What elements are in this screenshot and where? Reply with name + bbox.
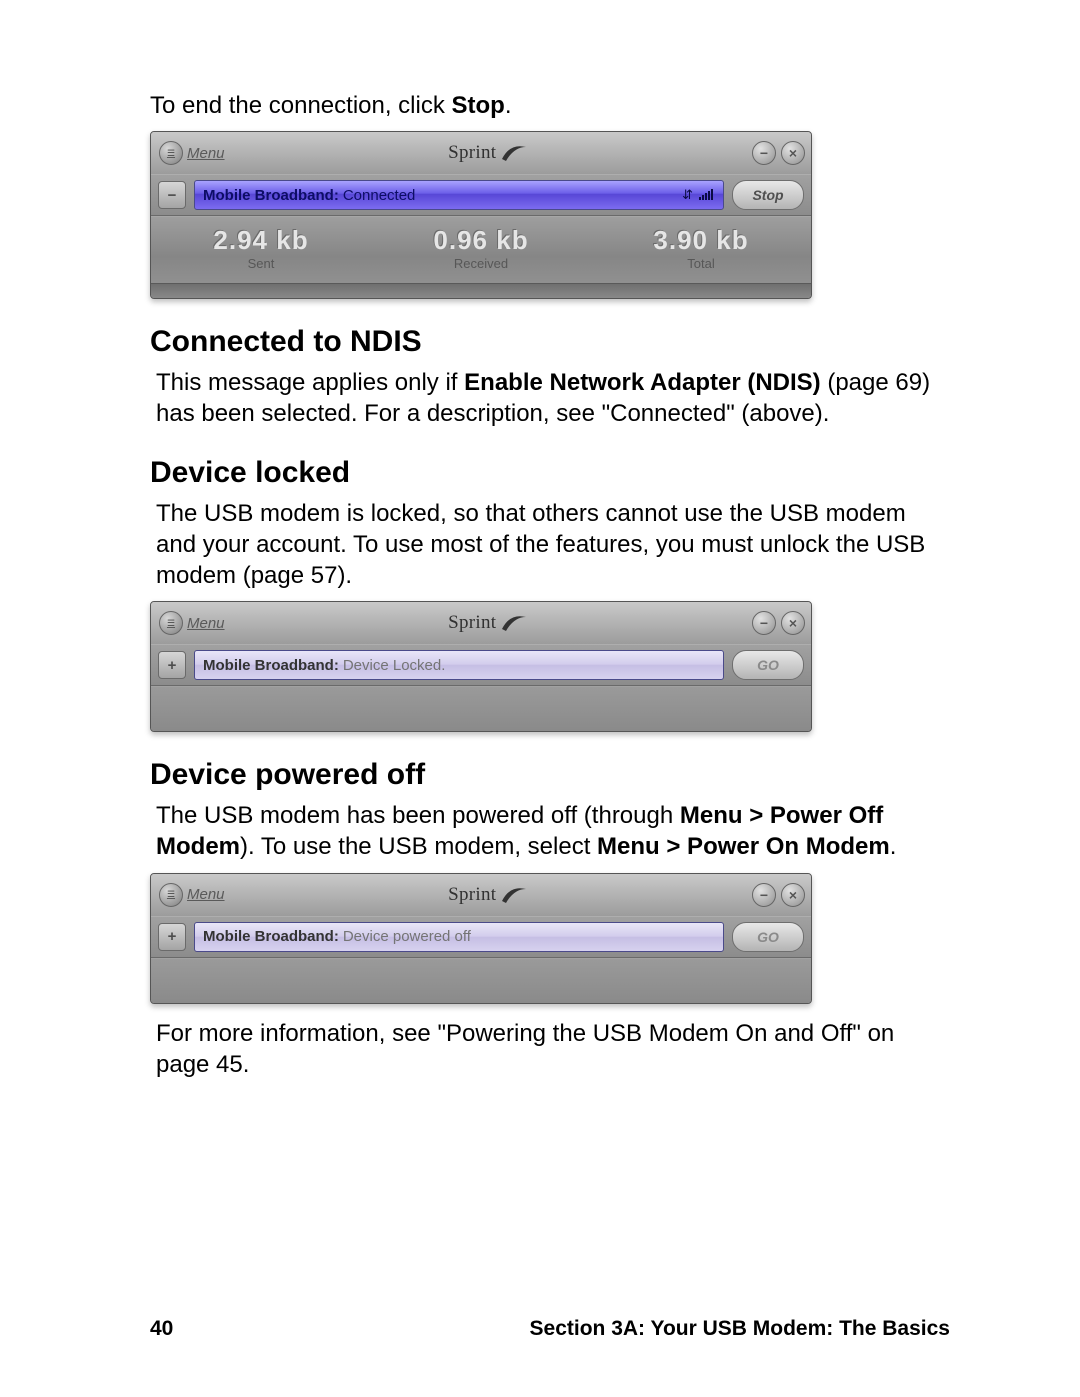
menu-label: Menu — [187, 886, 225, 903]
sprint-app-connected: ☰ Menu Sprint − × − Mobile Broadband: Co… — [150, 131, 812, 299]
brand-logo: Sprint — [225, 142, 752, 164]
status-field: Mobile Broadband: Connected ⇵ — [194, 180, 724, 210]
menu-button[interactable]: ☰ Menu — [157, 611, 225, 635]
heading-powered-off: Device powered off — [150, 758, 950, 792]
expand-button[interactable]: + — [158, 923, 186, 951]
sprint-app-powered-off: ☰ Menu Sprint − × + Mobile Broadband: De… — [150, 873, 812, 1004]
text: To end the connection, click — [150, 92, 452, 119]
brand-text: Sprint — [448, 142, 496, 164]
titlebar-buttons: − × — [752, 883, 805, 907]
brand-swoosh-icon — [500, 885, 528, 905]
menu-button[interactable]: ☰ Menu — [157, 141, 225, 165]
status-row: − Mobile Broadband: Connected ⇵ — [151, 174, 811, 216]
titlebar-buttons: − × — [752, 141, 805, 165]
titlebar: ☰ Menu Sprint − × — [151, 874, 811, 916]
document-page: To end the connection, click Stop. ☰ Men… — [0, 0, 1080, 1397]
collapse-button[interactable]: − — [158, 181, 186, 209]
text: ). To use the USB modem, select — [240, 833, 597, 860]
status-value: Device powered off — [343, 928, 471, 945]
stat-sent-value: 2.94 kb — [151, 225, 371, 256]
menu-icon: ☰ — [159, 611, 183, 635]
activity-icon: ⇵ — [682, 187, 693, 203]
close-button[interactable]: × — [781, 883, 805, 907]
heading-ndis: Connected to NDIS — [150, 325, 950, 359]
status-field: Mobile Broadband: Device powered off — [194, 922, 724, 952]
stat-sent-label: Sent — [151, 256, 371, 271]
status-field: Mobile Broadband: Device Locked. — [194, 650, 724, 680]
stop-button[interactable]: Stop — [732, 180, 804, 210]
menu-icon: ☰ — [159, 883, 183, 907]
text-bold: Enable Network Adapter (NDIS) — [464, 369, 821, 396]
stat-received: 0.96 kb Received — [371, 225, 591, 271]
widget-spacer — [151, 958, 811, 1003]
brand-swoosh-icon — [500, 613, 528, 633]
status-value: Connected — [343, 187, 416, 204]
status-row: + Mobile Broadband: Device Locked. GO — [151, 644, 811, 686]
stat-total-label: Total — [591, 256, 811, 271]
ndis-paragraph: This message applies only if Enable Netw… — [150, 367, 950, 429]
status-icons: ⇵ — [682, 187, 715, 203]
stat-total-value: 3.90 kb — [591, 225, 811, 256]
stat-sent: 2.94 kb Sent — [151, 225, 371, 271]
go-button[interactable]: GO — [732, 650, 804, 680]
brand-swoosh-icon — [500, 143, 528, 163]
stat-received-label: Received — [371, 256, 591, 271]
titlebar: ☰ Menu Sprint − × — [151, 602, 811, 644]
text: This message applies only if — [156, 369, 464, 396]
expand-button[interactable]: + — [158, 651, 186, 679]
page-footer: 40 Section 3A: Your USB Modem: The Basic… — [150, 1317, 950, 1341]
widget-spacer — [151, 686, 811, 731]
text: The USB modem has been powered off (thro… — [156, 802, 680, 829]
stat-received-value: 0.96 kb — [371, 225, 591, 256]
stat-total: 3.90 kb Total — [591, 225, 811, 271]
status-label: Mobile Broadband: — [203, 187, 339, 204]
close-button[interactable]: × — [781, 141, 805, 165]
close-button[interactable]: × — [781, 611, 805, 635]
minimize-button[interactable]: − — [752, 141, 776, 165]
status-row: + Mobile Broadband: Device powered off G… — [151, 916, 811, 958]
stats-row: 2.94 kb Sent 0.96 kb Received 3.90 kb To… — [151, 216, 811, 283]
text: . — [890, 833, 897, 860]
minimize-button[interactable]: − — [752, 611, 776, 635]
text-bold: Menu > Power On Modem — [597, 833, 890, 860]
status-label: Mobile Broadband: — [203, 657, 339, 674]
widget-bottom-cap — [151, 283, 811, 298]
menu-label: Menu — [187, 145, 225, 162]
text-bold: Stop — [452, 92, 505, 119]
sprint-app-locked: ☰ Menu Sprint − × + Mobile Broadband: De… — [150, 601, 812, 732]
section-label: Section 3A: Your USB Modem: The Basics — [530, 1317, 950, 1341]
menu-icon: ☰ — [159, 141, 183, 165]
brand-text: Sprint — [448, 612, 496, 634]
brand-logo: Sprint — [225, 884, 752, 906]
go-button[interactable]: GO — [732, 922, 804, 952]
text: . — [505, 92, 512, 119]
titlebar: ☰ Menu Sprint − × — [151, 132, 811, 174]
heading-locked: Device locked — [150, 456, 950, 490]
menu-label: Menu — [187, 615, 225, 632]
brand-text: Sprint — [448, 884, 496, 906]
brand-logo: Sprint — [225, 612, 752, 634]
status-label: Mobile Broadband: — [203, 928, 339, 945]
intro-paragraph: To end the connection, click Stop. — [150, 90, 950, 121]
locked-paragraph: The USB modem is locked, so that others … — [150, 498, 950, 592]
menu-button[interactable]: ☰ Menu — [157, 883, 225, 907]
powered-off-paragraph: The USB modem has been powered off (thro… — [150, 800, 950, 862]
signal-icon — [699, 188, 715, 203]
closing-paragraph: For more information, see "Powering the … — [150, 1018, 950, 1080]
status-value: Device Locked. — [343, 657, 446, 674]
page-number: 40 — [150, 1317, 173, 1341]
titlebar-buttons: − × — [752, 611, 805, 635]
minimize-button[interactable]: − — [752, 883, 776, 907]
